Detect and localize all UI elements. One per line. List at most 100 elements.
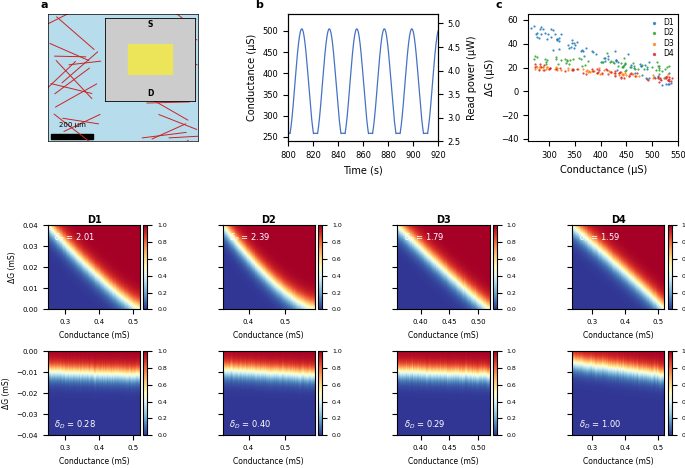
D1	[635, 63, 646, 70]
X-axis label: Conductance (mS): Conductance (mS)	[234, 456, 304, 466]
D1	[569, 42, 580, 49]
D4	[577, 69, 588, 77]
D3	[549, 65, 560, 73]
D3	[551, 63, 562, 71]
D3	[606, 68, 616, 75]
D1	[528, 22, 539, 29]
Text: 200 μm: 200 μm	[58, 123, 86, 129]
D2	[579, 61, 590, 69]
D2	[664, 63, 675, 70]
D2	[618, 63, 629, 71]
D3	[562, 66, 573, 74]
D1	[556, 30, 566, 37]
D3	[538, 63, 549, 71]
D4	[663, 77, 674, 84]
D3	[541, 66, 552, 73]
D3	[530, 62, 541, 70]
D4	[566, 66, 577, 74]
D1	[551, 35, 562, 42]
D1	[663, 80, 674, 88]
D4	[664, 73, 675, 81]
D2	[529, 55, 540, 62]
D1	[579, 52, 590, 60]
D3	[627, 70, 638, 78]
D1	[596, 58, 607, 66]
Text: b: b	[255, 0, 263, 10]
D4	[660, 74, 671, 81]
D1	[660, 73, 671, 80]
D4	[625, 70, 636, 78]
D1	[637, 71, 648, 79]
D2	[629, 62, 640, 70]
D4	[623, 72, 634, 80]
D1	[545, 26, 556, 33]
D1	[649, 74, 660, 81]
Y-axis label: ΔG (µS): ΔG (µS)	[486, 59, 495, 96]
D2	[583, 57, 594, 65]
D3	[608, 69, 619, 77]
D1	[641, 66, 652, 73]
D1	[610, 48, 621, 55]
D4	[538, 61, 549, 69]
D2	[617, 62, 628, 70]
X-axis label: Conductance (mS): Conductance (mS)	[583, 330, 653, 340]
Y-axis label: Read power (µW): Read power (µW)	[466, 36, 477, 120]
D4	[587, 67, 598, 75]
D1	[553, 45, 564, 53]
D3	[618, 72, 629, 79]
D1	[532, 29, 543, 37]
D2	[651, 58, 662, 66]
D4	[641, 75, 652, 83]
D3	[620, 69, 631, 77]
D2	[612, 62, 623, 70]
D1	[577, 47, 588, 54]
D1	[626, 64, 637, 71]
D4	[559, 67, 570, 75]
Y-axis label: Conductance (µS): Conductance (µS)	[247, 34, 257, 121]
D1	[663, 69, 674, 77]
D4	[593, 66, 604, 74]
X-axis label: Conductance (mS): Conductance (mS)	[59, 456, 129, 466]
D4	[619, 74, 630, 82]
D1	[660, 80, 671, 88]
D3	[604, 67, 615, 75]
D2	[561, 59, 572, 67]
D2	[619, 55, 630, 62]
D1	[543, 30, 553, 38]
D4	[536, 64, 547, 71]
D2	[562, 57, 573, 64]
D2	[653, 70, 664, 78]
D4	[649, 74, 660, 81]
D1	[640, 75, 651, 82]
D3	[597, 71, 608, 78]
D3	[534, 63, 545, 70]
D4	[653, 78, 664, 85]
D4	[605, 68, 616, 75]
D1	[539, 29, 550, 37]
D2	[550, 55, 561, 63]
D3	[552, 66, 563, 74]
D2	[602, 49, 613, 56]
D2	[562, 57, 573, 64]
X-axis label: Conductance (µS): Conductance (µS)	[560, 166, 647, 176]
D4	[654, 74, 665, 82]
D3	[626, 70, 637, 78]
D1	[655, 76, 666, 83]
D1	[566, 39, 577, 47]
D1	[586, 47, 597, 55]
D4	[544, 64, 555, 72]
D1	[603, 52, 614, 60]
Title: D4: D4	[611, 215, 625, 225]
D1	[602, 55, 613, 62]
D2	[604, 58, 615, 66]
D2	[625, 64, 636, 71]
D1	[534, 35, 545, 42]
D3	[647, 72, 658, 79]
D1	[576, 46, 587, 53]
D4	[666, 77, 677, 85]
D2	[564, 60, 575, 68]
D3	[634, 72, 645, 80]
D4	[554, 64, 565, 72]
D3	[618, 71, 629, 78]
D2	[652, 62, 663, 70]
